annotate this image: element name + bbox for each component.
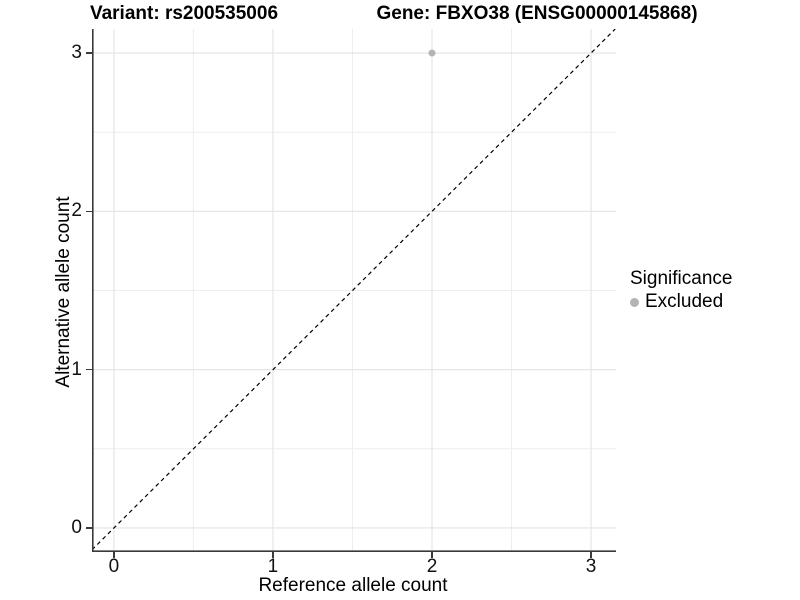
x-tick-label: 3	[585, 556, 597, 577]
identity-dashed-line	[92, 29, 616, 551]
legend-item-label: Excluded	[645, 291, 724, 312]
legend-item-excluded: Excluded	[630, 291, 732, 313]
y-axis-label: Alternative allele count	[53, 196, 74, 388]
y-tick-label: 0	[71, 516, 82, 538]
plot-title-gene: Gene: FBXO38 (ENSG00000145868)	[376, 3, 698, 24]
y-tick-label: 3	[71, 42, 82, 64]
x-tick-label: 0	[108, 556, 120, 577]
x-axis-label: Reference allele count	[258, 575, 448, 596]
excluded-marker-icon	[630, 297, 639, 307]
plot-title-variant: Variant: rs200535006	[89, 3, 279, 24]
legend-title: Significance	[630, 268, 733, 289]
plot-area	[92, 29, 616, 552]
legend: Significance Excluded	[630, 268, 732, 313]
x-tick-mark	[590, 552, 592, 558]
data-point	[428, 49, 436, 57]
x-tick-mark	[431, 552, 433, 558]
x-tick-mark	[113, 552, 115, 558]
x-tick-mark	[272, 552, 274, 558]
